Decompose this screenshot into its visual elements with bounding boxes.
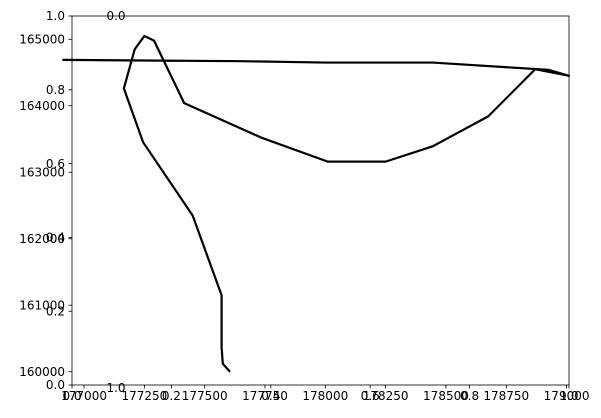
x-tick-label: 177000	[61, 389, 107, 403]
twin-y-tick-label: 1.0	[46, 9, 65, 23]
plot-frame	[71, 15, 570, 386]
plot-area	[72, 16, 569, 385]
x-tick-label: 178500	[423, 389, 469, 403]
twin-y-tick-label: 0.2	[46, 304, 65, 318]
twin-axis-ticks: 0.0 0.2 0.4 0.6 0.8 1.0 0.0 0.2 0.4 0.6 0.8 1.0	[46, 9, 579, 403]
twin-y-tick-label: 0.0	[46, 378, 65, 392]
data-layer	[62, 34, 571, 373]
twin-x-tick-label: 0.0	[62, 389, 81, 403]
main-axis-ticks: 177000 177250 177500 177750 178000 178250 1785…	[19, 32, 589, 403]
stray-top-label: 0.0	[106, 9, 125, 23]
y-tick-label: 162000	[19, 232, 65, 246]
twin-y-tick-label: 0.6	[46, 157, 65, 171]
x-tick-label: 178750	[483, 389, 529, 403]
x-tick-label: 178000	[302, 389, 348, 403]
y-tick-label: 164000	[19, 99, 65, 113]
twin-y-tick-label: 0.8	[46, 83, 65, 97]
twin-x-tick-label: 1.0	[559, 389, 578, 403]
y-tick-label: 165000	[19, 32, 65, 46]
series-line-0	[62, 34, 571, 373]
y-tick-label: 160000	[19, 365, 65, 379]
y-tick-label: 161000	[19, 298, 65, 312]
x-tick-label: 179000	[544, 389, 590, 403]
x-tick-label: 177750	[242, 389, 288, 403]
x-tick-label: 178250	[363, 389, 409, 403]
twin-x-tick-label: 0.8	[460, 389, 479, 403]
stray-bottom-label: 1.0	[106, 381, 125, 395]
twin-x-tick-label: 0.6	[361, 389, 380, 403]
twin-x-tick-label: 0.2	[162, 389, 181, 403]
y-tick-label: 163000	[19, 165, 65, 179]
x-tick-label: 177500	[182, 389, 228, 403]
twin-y-tick-label: 0.4	[46, 231, 65, 245]
x-tick-label: 177250	[121, 389, 167, 403]
twin-x-tick-label: 0.4	[261, 389, 280, 403]
